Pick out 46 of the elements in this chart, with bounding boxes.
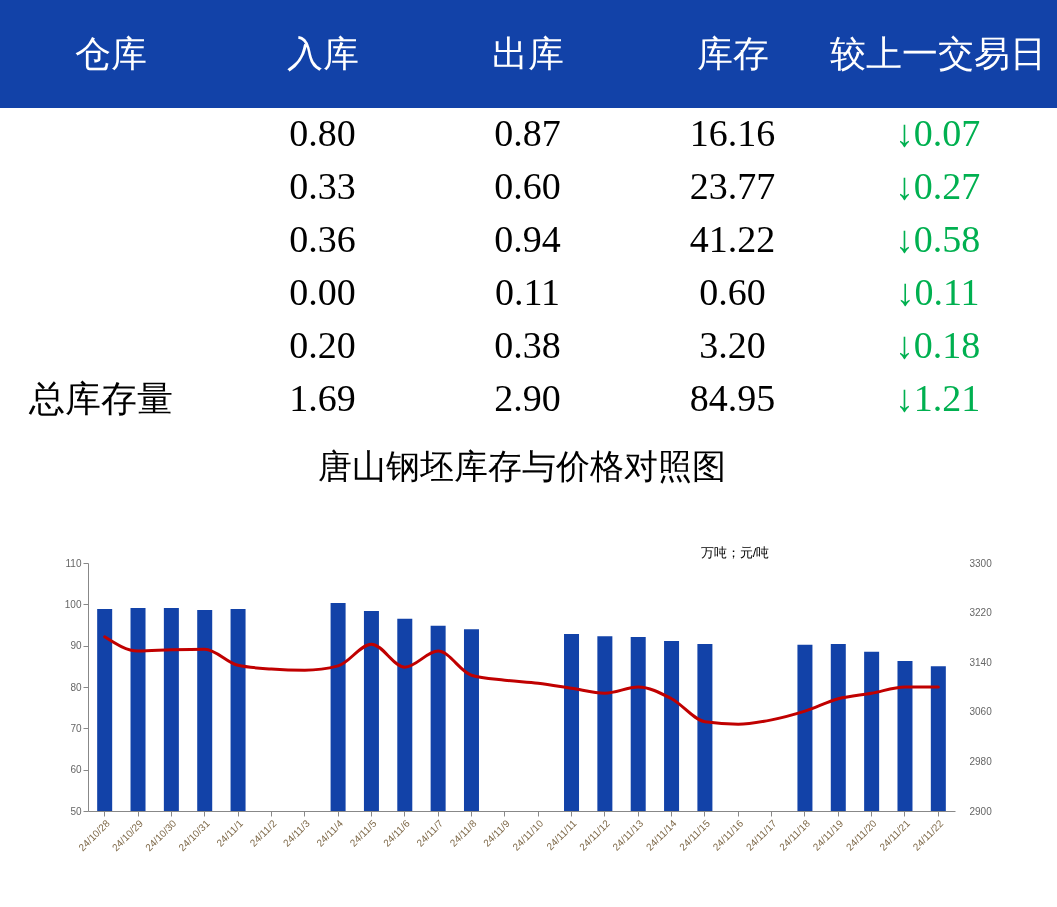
- category-label: 库存: [696, 33, 769, 74]
- text: 总库存量: [27, 378, 173, 419]
- data-label: 84.95: [689, 376, 776, 419]
- y-tick-label: 80: [70, 681, 82, 693]
- data-label: 23.77: [689, 164, 776, 207]
- y-tick-label: 100: [64, 598, 82, 610]
- category-label: 出库: [491, 33, 564, 74]
- data-label: ↓0.18: [894, 323, 981, 366]
- y-tick-label: 70: [70, 722, 82, 734]
- data-label: ↓0.11: [895, 270, 980, 313]
- line-series: [103, 635, 940, 726]
- y2-tick-label: 3060: [969, 706, 993, 718]
- text: 万吨；元/吨: [700, 545, 770, 560]
- data-label: 0.00: [289, 270, 356, 313]
- data-label: 0.60: [494, 164, 561, 207]
- data-label: 41.22: [689, 217, 776, 260]
- data-label: 0.36: [289, 217, 356, 260]
- category-label: 较上一交易日: [829, 33, 1046, 74]
- y-tick-label: 110: [65, 557, 82, 569]
- y2-tick-label: 3220: [969, 607, 993, 619]
- y2-tick-label: 2900: [969, 805, 993, 817]
- data-label: 0.11: [494, 270, 561, 313]
- text: 仓库: [74, 33, 147, 74]
- y-tick-label: 50: [70, 805, 82, 817]
- y2-tick-label: 3300: [969, 557, 993, 569]
- data-label: 2.90: [494, 376, 561, 419]
- category-label: 入库: [286, 33, 359, 74]
- data-label: 0.60: [699, 270, 766, 313]
- data-label: ↓0.07: [894, 111, 981, 154]
- data-label: ↓0.27: [894, 164, 981, 207]
- data-label: 0.20: [289, 323, 356, 366]
- data-label: ↓0.58: [894, 217, 981, 260]
- data-label: 0.94: [494, 217, 561, 260]
- data-label: ↓1.21: [894, 376, 981, 419]
- data-label: 16.16: [689, 111, 776, 154]
- data-label: 0.80: [289, 111, 356, 154]
- y2-tick-label: 2980: [969, 755, 993, 767]
- y-tick-label: 60: [70, 764, 82, 776]
- y-tick-label: 90: [70, 640, 82, 652]
- data-label: 0.87: [494, 111, 561, 154]
- data-label: 1.69: [289, 376, 356, 419]
- y2-tick-label: 3140: [969, 656, 993, 668]
- data-label: 0.33: [289, 164, 356, 207]
- data-label: 0.38: [494, 323, 561, 366]
- data-label: 3.20: [699, 323, 766, 366]
- chart-title: 唐山钢坯库存与价格对照图: [317, 448, 726, 485]
